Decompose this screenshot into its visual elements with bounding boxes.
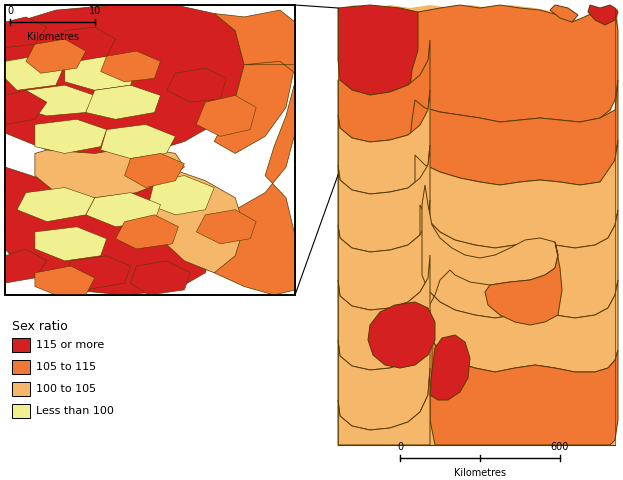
- Polygon shape: [5, 167, 214, 295]
- Text: Kilometres: Kilometres: [27, 32, 78, 42]
- Polygon shape: [35, 120, 107, 154]
- Text: 100 to 105: 100 to 105: [36, 384, 96, 394]
- Polygon shape: [116, 215, 178, 249]
- Polygon shape: [214, 10, 295, 154]
- Text: Less than 100: Less than 100: [36, 406, 114, 416]
- Polygon shape: [5, 17, 47, 48]
- Polygon shape: [420, 205, 618, 318]
- Polygon shape: [146, 167, 244, 273]
- Text: 10: 10: [89, 6, 101, 16]
- Polygon shape: [196, 210, 256, 244]
- Polygon shape: [338, 255, 430, 370]
- Text: 0: 0: [397, 442, 403, 452]
- Polygon shape: [5, 56, 65, 90]
- Text: Sex ratio: Sex ratio: [12, 320, 68, 333]
- Bar: [12, 382, 30, 396]
- Polygon shape: [588, 5, 618, 25]
- Polygon shape: [35, 146, 184, 198]
- Bar: [5, 5, 295, 295]
- Polygon shape: [56, 27, 116, 61]
- Polygon shape: [65, 56, 136, 90]
- Polygon shape: [410, 80, 618, 185]
- Polygon shape: [338, 5, 430, 95]
- Polygon shape: [338, 368, 430, 445]
- Polygon shape: [86, 85, 161, 120]
- Polygon shape: [166, 68, 226, 102]
- Text: Kilometres: Kilometres: [454, 468, 506, 478]
- Polygon shape: [5, 249, 47, 283]
- Polygon shape: [17, 188, 95, 222]
- Polygon shape: [5, 5, 244, 158]
- Polygon shape: [338, 145, 430, 252]
- Polygon shape: [65, 256, 131, 290]
- Polygon shape: [338, 5, 618, 445]
- Bar: [5, 5, 295, 295]
- Polygon shape: [26, 39, 86, 73]
- Polygon shape: [415, 140, 618, 248]
- Polygon shape: [35, 266, 95, 295]
- Polygon shape: [5, 90, 47, 124]
- Bar: [12, 360, 30, 374]
- Polygon shape: [86, 192, 161, 227]
- Polygon shape: [422, 185, 618, 372]
- Polygon shape: [338, 40, 430, 142]
- Polygon shape: [550, 5, 578, 22]
- Polygon shape: [368, 302, 435, 368]
- Polygon shape: [148, 176, 214, 215]
- Polygon shape: [125, 154, 184, 188]
- Polygon shape: [338, 200, 430, 310]
- Polygon shape: [206, 61, 295, 295]
- Text: 115 or more: 115 or more: [36, 340, 104, 350]
- Polygon shape: [430, 340, 618, 445]
- Text: 105 to 115: 105 to 115: [36, 362, 96, 372]
- Bar: [12, 338, 30, 352]
- Polygon shape: [430, 335, 470, 400]
- Bar: [12, 404, 30, 418]
- Text: 600: 600: [551, 442, 569, 452]
- Polygon shape: [338, 90, 430, 194]
- Polygon shape: [101, 51, 161, 82]
- Polygon shape: [35, 227, 107, 261]
- Polygon shape: [131, 261, 191, 295]
- Text: 0: 0: [7, 6, 13, 16]
- Polygon shape: [410, 5, 618, 122]
- Polygon shape: [338, 310, 430, 430]
- Polygon shape: [485, 242, 562, 325]
- Polygon shape: [101, 124, 176, 158]
- Polygon shape: [196, 96, 256, 136]
- Polygon shape: [17, 85, 95, 116]
